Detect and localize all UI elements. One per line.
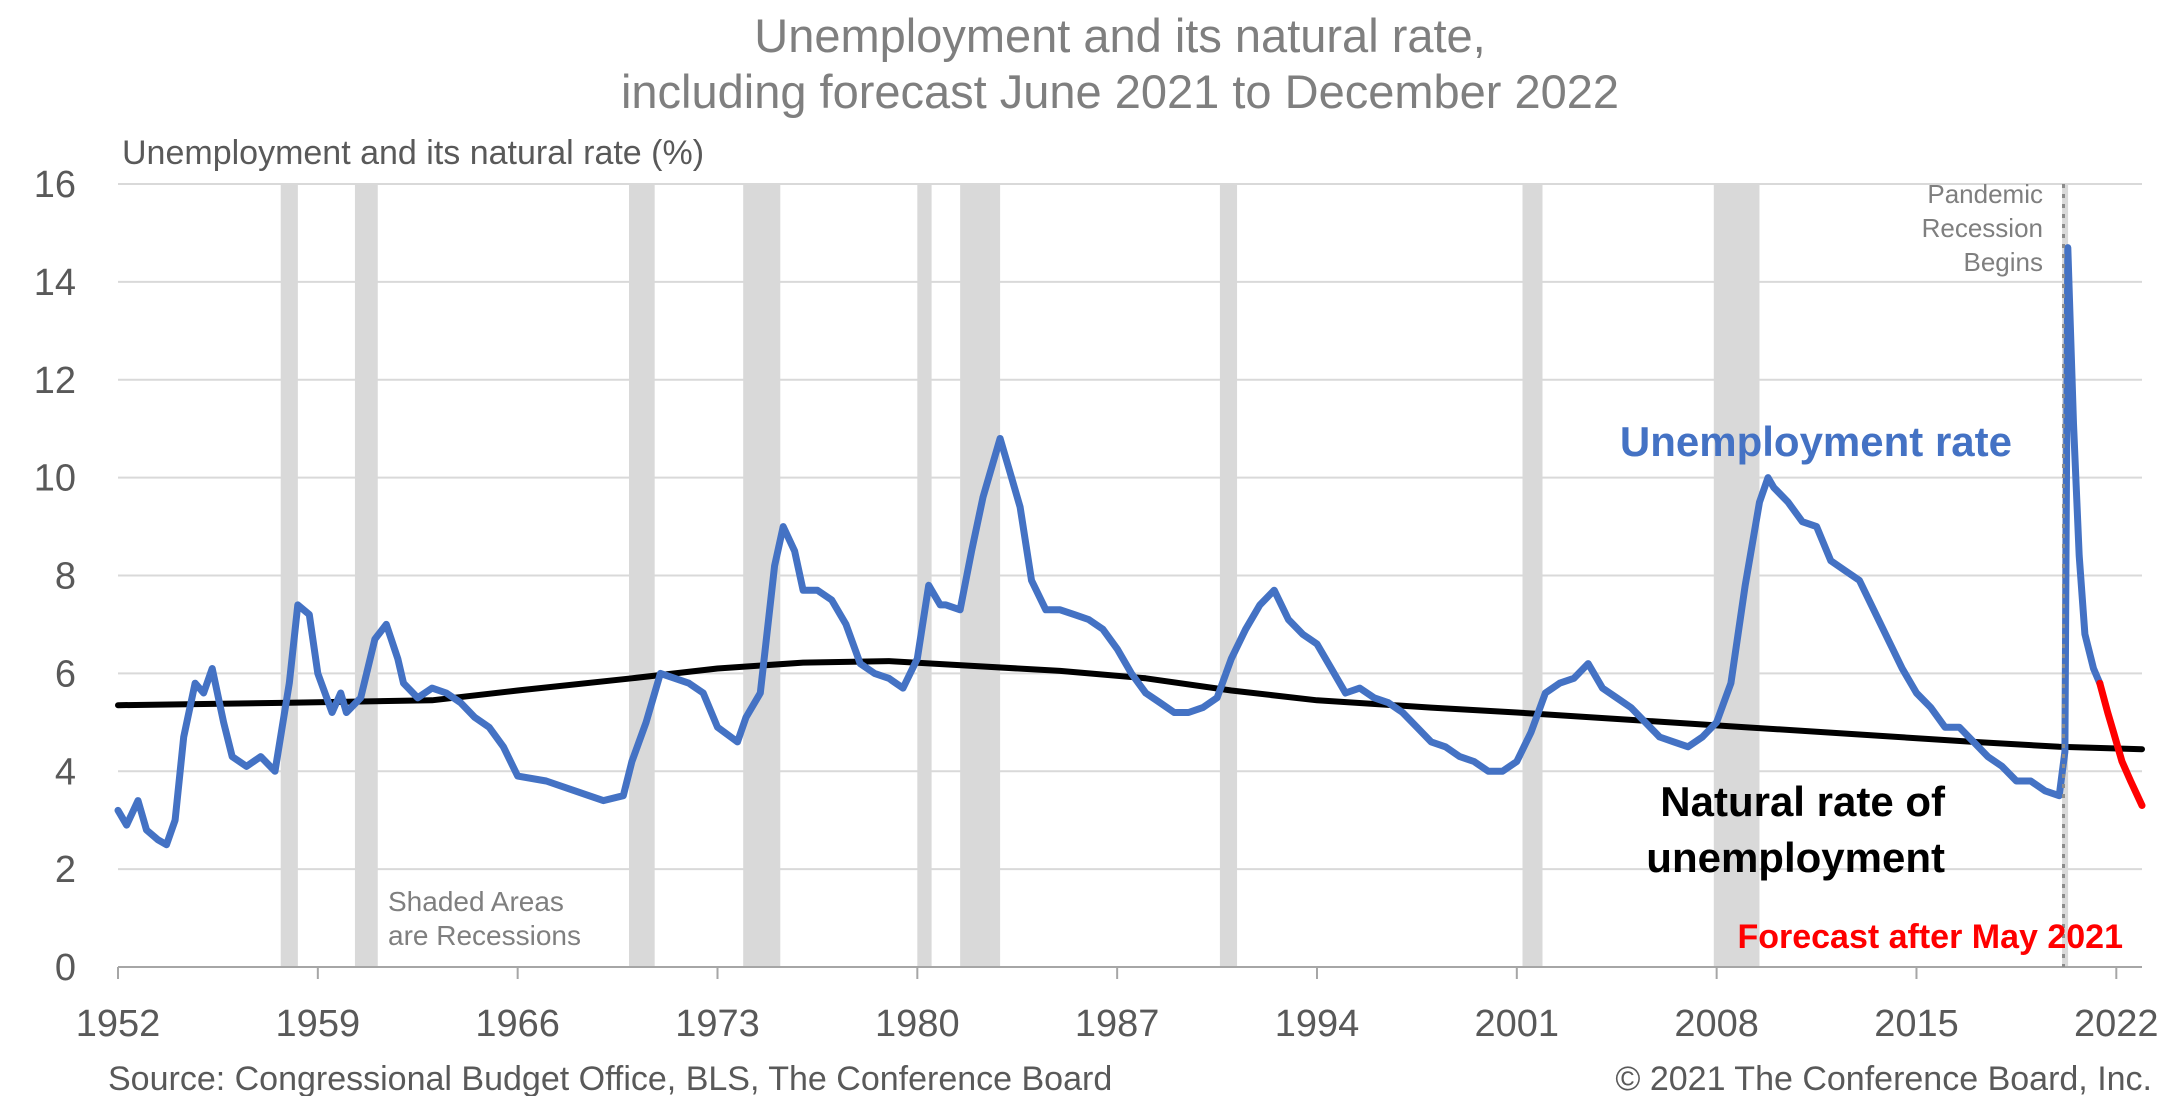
y-tick-label: 0 [55, 947, 76, 989]
x-tick-label: 2008 [1674, 1003, 1759, 1045]
y-tick-label: 10 [34, 458, 76, 500]
forecast-label: Forecast after May 2021 [1737, 918, 2123, 956]
x-tick-label: 2015 [1874, 1003, 1959, 1045]
chart-title: Unemployment and its natural rate, [754, 9, 1485, 62]
x-tick-label: 1973 [675, 1003, 760, 1045]
y-tick-label: 16 [34, 164, 76, 206]
y-tick-labels: 0 2 4 6 8 10 12 14 16 [34, 164, 76, 989]
y-tick-label: 6 [55, 653, 76, 695]
x-tick-label: 2022 [2074, 1003, 2159, 1045]
gridlines [118, 183, 2142, 871]
x-tick-label: 1959 [276, 1003, 361, 1045]
shaded-areas-note-line1: Shaded Areas [388, 886, 564, 917]
chart-subtitle: including forecast June 2021 to December… [621, 65, 1619, 118]
natural-rate-label-line1: Natural rate of [1660, 778, 1946, 825]
y-tick-label: 12 [34, 360, 76, 402]
y-tick-label: 4 [55, 751, 76, 793]
x-tick-label: 1980 [875, 1003, 960, 1045]
series-line [2096, 679, 2146, 809]
natural-rate-label-line2: unemployment [1646, 834, 1945, 881]
axes [117, 966, 2142, 979]
y-tick-label: 14 [34, 262, 76, 304]
copyright-note: © 2021 The Conference Board, Inc. [1615, 1060, 2152, 1096]
x-tick-label: 1994 [1275, 1003, 1360, 1045]
unemployment-rate-label: Unemployment rate [1620, 418, 2012, 465]
x-tick-label: 1966 [475, 1003, 560, 1045]
y-axis-label: Unemployment and its natural rate (%) [122, 134, 704, 172]
series-lines [114, 244, 2146, 849]
y-tick-label: 8 [55, 556, 76, 598]
pandemic-note-line1: Pandemic [1927, 179, 2043, 209]
source-note: Source: Congressional Budget Office, BLS… [108, 1060, 1112, 1096]
x-tick-label: 1952 [76, 1003, 161, 1045]
series-line [115, 658, 2145, 753]
pandemic-note-line3: Begins [1964, 247, 2044, 277]
x-tick-labels: 1952 1959 1966 1973 1980 1987 1994 2001 2008 2015… [76, 1003, 2159, 1045]
pandemic-note-line2: Recession [1922, 213, 2043, 243]
series-line [114, 244, 2104, 849]
shaded-areas-note-line2: are Recessions [388, 920, 581, 951]
x-tick-label: 2001 [1475, 1003, 1560, 1045]
y-tick-label: 2 [55, 849, 76, 891]
x-tick-label: 1987 [1075, 1003, 1160, 1045]
